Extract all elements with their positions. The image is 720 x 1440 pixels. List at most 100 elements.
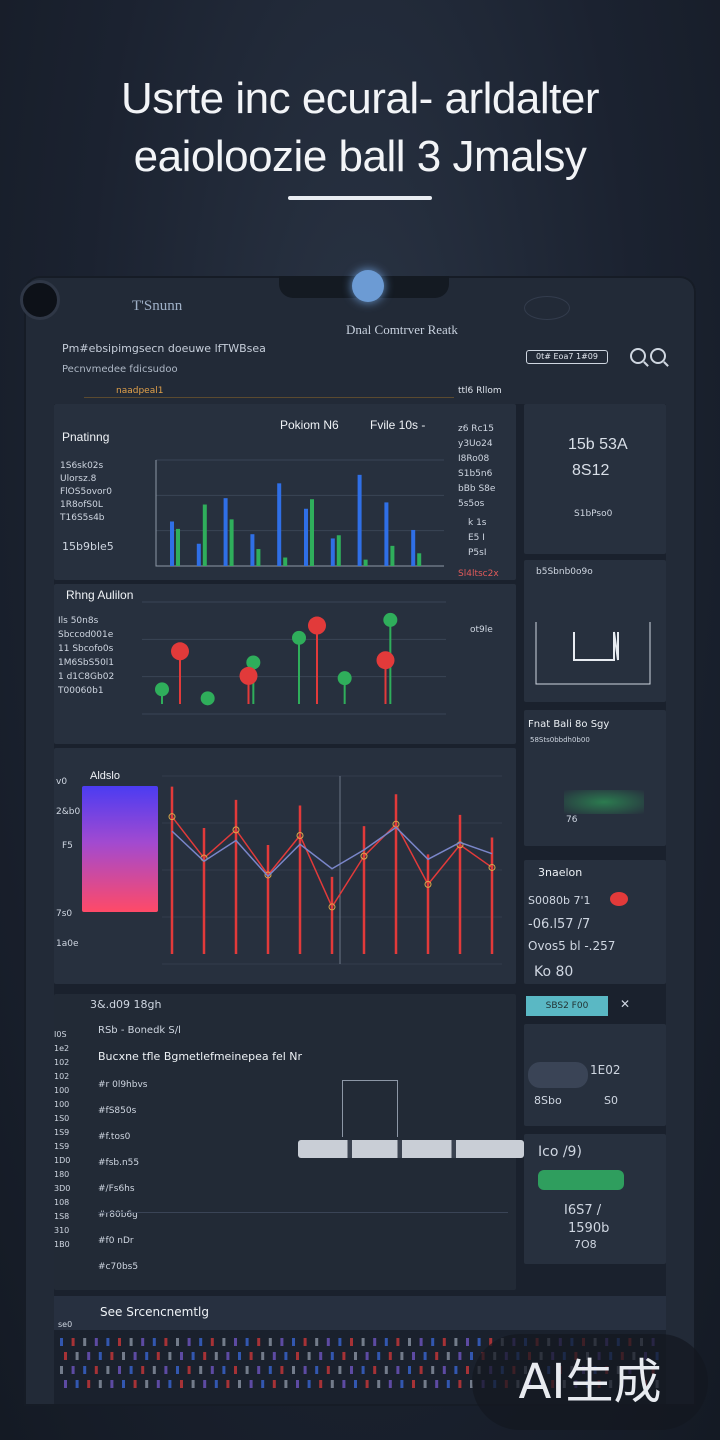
list-item[interactable]: #r 0l9hbvs [98, 1080, 148, 1090]
key-mark [234, 1366, 237, 1374]
key-mark [222, 1366, 226, 1374]
key-mark [338, 1338, 342, 1346]
key-mark [408, 1366, 411, 1374]
list-item[interactable]: #r80b6g [98, 1210, 138, 1220]
stats-value-1: 15b 53A [568, 436, 628, 453]
key-mark [106, 1338, 110, 1346]
media-strip[interactable] [298, 1140, 524, 1158]
tab-right[interactable]: ttl6 Rllom [458, 386, 502, 396]
key-mark [296, 1380, 299, 1388]
key-mark [470, 1380, 473, 1388]
key-mark [268, 1366, 272, 1374]
bar [170, 521, 174, 566]
key-mark [203, 1352, 207, 1360]
side-card-4-head: Ico /9) [538, 1144, 582, 1160]
line-point [264, 871, 272, 879]
key-mark [152, 1366, 156, 1374]
list-item: Ils 50n8s [58, 616, 99, 626]
footer-link[interactable]: See Srcencnemtlg [100, 1305, 210, 1319]
row-number: 180 [54, 1170, 70, 1179]
scatter-point [200, 691, 215, 706]
key-mark [60, 1366, 63, 1374]
status-badge: 0t# Eoa7 1#09 [526, 350, 608, 364]
search-icon[interactable] [630, 348, 646, 364]
hero-title-line1: Usrte inc ecural- arldalter [121, 74, 600, 123]
gradient-chart-title: Aldslo [90, 770, 120, 782]
line-point [168, 813, 176, 821]
tab-left[interactable]: naadpeal1 [116, 386, 164, 396]
bar [304, 508, 308, 566]
key-mark [354, 1380, 357, 1388]
key-mark [71, 1366, 75, 1374]
row-number: 100 [54, 1100, 70, 1109]
side-bottom-label: 1a0e [56, 939, 79, 949]
row-number: 310 [54, 1226, 70, 1235]
bar [250, 534, 255, 566]
side-card-1: Fnat Bali 8o Sgy 58Sts0bbdh0b00 76 [524, 710, 666, 846]
bar [336, 535, 341, 566]
key-mark [400, 1352, 404, 1360]
list-item[interactable]: #fsb.n55 [98, 1158, 140, 1168]
list-item: P5sI [468, 548, 487, 558]
key-mark [238, 1352, 241, 1360]
key-mark [330, 1352, 334, 1360]
key-mark [180, 1352, 183, 1360]
bar-chart [155, 459, 444, 567]
close-icon[interactable]: ✕ [620, 997, 631, 1011]
key-mark [203, 1380, 207, 1388]
action-button[interactable]: SBS2 F00 [526, 996, 608, 1016]
key-mark [106, 1366, 110, 1374]
line-chart [162, 775, 502, 965]
key-mark [284, 1352, 288, 1360]
key-mark [164, 1366, 168, 1374]
key-mark [129, 1366, 133, 1374]
key-mark [118, 1338, 121, 1346]
key-mark [431, 1338, 435, 1346]
key-mark [176, 1338, 179, 1346]
list-item[interactable]: #fS850s [98, 1106, 137, 1116]
list-item: 1M6SbS50l1 [58, 658, 115, 668]
row-number: 1D0 [54, 1156, 71, 1165]
list-item[interactable]: #c70bs5 [98, 1262, 139, 1272]
list-item[interactable]: #f0 nDr [98, 1236, 134, 1246]
key-mark [176, 1366, 179, 1374]
panel-top-col2: Fvile 10s - [370, 418, 426, 432]
key-mark [338, 1366, 342, 1374]
key-mark [303, 1366, 307, 1374]
panel-mid-title: Rhng Aulilon [66, 588, 134, 602]
list-item: -06.l57 /7 [528, 917, 591, 932]
key-mark [94, 1366, 98, 1374]
side-card-1-title: Fnat Bali 8o Sgy [528, 719, 610, 730]
gear-icon[interactable] [524, 296, 570, 320]
row-number: 1S8 [54, 1212, 70, 1221]
key-mark [280, 1338, 284, 1346]
toggle-switch[interactable] [528, 1062, 588, 1088]
scatter-point [383, 612, 398, 627]
footer-bar: See Srcencnemtlg se0 [54, 1296, 666, 1330]
panel-top-side-list: k 1s E5 I P5sI [468, 516, 487, 561]
side-top-label: v0 [56, 777, 68, 787]
key-mark [187, 1338, 191, 1346]
key-mark [458, 1380, 462, 1388]
axis-line [155, 460, 444, 567]
row-number: 108 [54, 1198, 70, 1207]
key-mark [350, 1366, 353, 1374]
scatter-point [292, 630, 306, 645]
bar [384, 502, 389, 566]
hero-title-block: Usrte inc ecural- arldalter eaioloozie b… [0, 70, 720, 200]
key-mark [330, 1380, 334, 1388]
bar [417, 553, 422, 566]
list-item[interactable]: #f.tos0 [98, 1132, 131, 1142]
list-item: Ulorsz.8 [60, 474, 97, 484]
key-mark [257, 1338, 261, 1346]
key-mark [361, 1338, 365, 1346]
search-icon[interactable] [650, 348, 666, 364]
list-item: 1S6sk02s [60, 461, 104, 471]
key-mark [98, 1380, 102, 1388]
key-mark [191, 1380, 195, 1388]
chart-card-graph [535, 622, 651, 685]
list-item[interactable]: #/Fs6hs [98, 1184, 135, 1194]
list-title: Bucxne tfle Bgmetlefmeinepea fel Nr [98, 1050, 303, 1063]
scatter-point [239, 666, 258, 685]
side-card-3: 1E02 8Sbo S0 [524, 1024, 666, 1126]
